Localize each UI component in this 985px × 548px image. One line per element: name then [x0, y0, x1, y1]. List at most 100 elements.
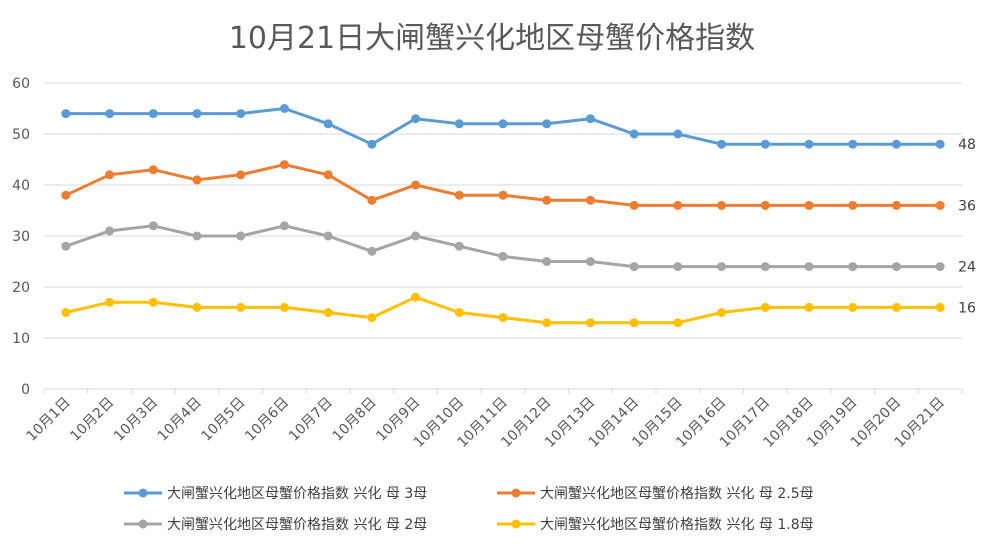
data-point: [891, 302, 901, 312]
x-tick-label: 10月5日: [199, 395, 249, 445]
x-tick-label: 10月1日: [24, 395, 74, 445]
data-point: [717, 262, 727, 272]
x-axis-ticks: 10月1日10月2日10月3日10月4日10月5日10月6日10月7日10月8日…: [24, 389, 963, 451]
data-point: [760, 302, 770, 312]
data-point: [411, 292, 421, 302]
series-group: [61, 104, 945, 328]
data-point: [760, 139, 770, 149]
data-point: [61, 308, 71, 317]
data-point: [367, 313, 377, 323]
data-point: [367, 195, 377, 205]
end-labels: 48 36 24 16: [958, 137, 976, 316]
data-point: [629, 318, 639, 328]
end-value-label: 16: [958, 300, 976, 316]
data-point: [411, 180, 421, 190]
data-point: [498, 251, 508, 261]
y-tick-label: 40: [12, 178, 30, 194]
y-tick-label: 20: [12, 280, 30, 296]
y-tick-label: 0: [21, 382, 30, 398]
data-point: [236, 109, 246, 119]
data-point: [236, 302, 246, 312]
data-point: [105, 109, 115, 119]
legend-marker: [138, 519, 148, 529]
data-point: [935, 139, 945, 149]
series-1: [61, 104, 945, 149]
data-point: [148, 165, 158, 175]
data-point: [717, 200, 727, 210]
legend-item: 大闸蟹兴化地区母蟹价格指数 兴化 母 1.8母: [497, 517, 814, 533]
series-3: [61, 221, 945, 272]
data-point: [411, 114, 421, 124]
data-point: [717, 139, 727, 149]
end-value-label: 48: [958, 137, 976, 153]
data-point: [367, 246, 377, 256]
y-tick-label: 60: [12, 76, 30, 92]
data-point: [192, 175, 202, 185]
x-tick-label: 10月6日: [242, 395, 292, 445]
data-point: [760, 262, 770, 272]
data-point: [454, 119, 464, 129]
chart-title: 10月21日大闸蟹兴化地区母蟹价格指数: [229, 21, 755, 56]
data-point: [367, 139, 377, 149]
data-point: [760, 200, 770, 210]
data-point: [148, 297, 158, 307]
data-point: [323, 170, 333, 180]
legend-label: 大闸蟹兴化地区母蟹价格指数 兴化 母 3母: [167, 486, 427, 502]
data-point: [323, 231, 333, 241]
data-point: [585, 257, 595, 266]
data-point: [848, 200, 858, 210]
data-point: [717, 308, 727, 317]
data-point: [673, 129, 683, 139]
data-point: [935, 302, 945, 312]
data-point: [323, 119, 333, 129]
data-point: [542, 119, 552, 129]
y-axis-ticks: 0 10 20 30 40 50 60: [12, 76, 30, 398]
data-point: [498, 190, 508, 200]
data-point: [279, 160, 289, 170]
data-point: [673, 318, 683, 328]
data-point: [542, 195, 552, 205]
data-point: [279, 302, 289, 312]
data-point: [804, 200, 814, 210]
data-point: [629, 200, 639, 210]
data-point: [192, 231, 202, 241]
data-point: [848, 302, 858, 312]
data-point: [498, 119, 508, 129]
legend-item: 大闸蟹兴化地区母蟹价格指数 兴化 母 2母: [124, 517, 427, 533]
data-point: [192, 109, 202, 119]
data-point: [935, 262, 945, 272]
data-point: [61, 109, 71, 119]
data-point: [804, 302, 814, 312]
data-point: [542, 257, 552, 266]
data-point: [891, 139, 901, 149]
data-point: [891, 262, 901, 272]
data-point: [585, 114, 595, 124]
data-point: [673, 200, 683, 210]
data-point: [236, 170, 246, 180]
legend-item: 大闸蟹兴化地区母蟹价格指数 兴化 母 3母: [124, 486, 427, 502]
data-point: [61, 190, 71, 200]
y-tick-label: 10: [12, 331, 30, 347]
data-point: [105, 297, 115, 307]
end-value-label: 36: [958, 198, 976, 214]
legend-label: 大闸蟹兴化地区母蟹价格指数 兴化 母 2.5母: [540, 486, 814, 502]
data-point: [105, 170, 115, 180]
legend-item: 大闸蟹兴化地区母蟹价格指数 兴化 母 2.5母: [497, 486, 814, 502]
end-value-label: 24: [958, 260, 976, 276]
y-tick-label: 50: [12, 127, 30, 143]
data-point: [411, 231, 421, 241]
data-point: [804, 139, 814, 149]
data-point: [935, 200, 945, 210]
data-point: [192, 302, 202, 312]
legend: 大闸蟹兴化地区母蟹价格指数 兴化 母 3母大闸蟹兴化地区母蟹价格指数 兴化 母 …: [124, 486, 814, 533]
data-point: [148, 221, 158, 231]
data-point: [673, 262, 683, 272]
x-tick-label: 10月7日: [286, 395, 336, 445]
data-point: [454, 241, 464, 251]
data-point: [323, 308, 333, 317]
data-point: [148, 109, 158, 119]
data-point: [279, 221, 289, 231]
series-4: [61, 292, 945, 328]
data-point: [629, 129, 639, 139]
